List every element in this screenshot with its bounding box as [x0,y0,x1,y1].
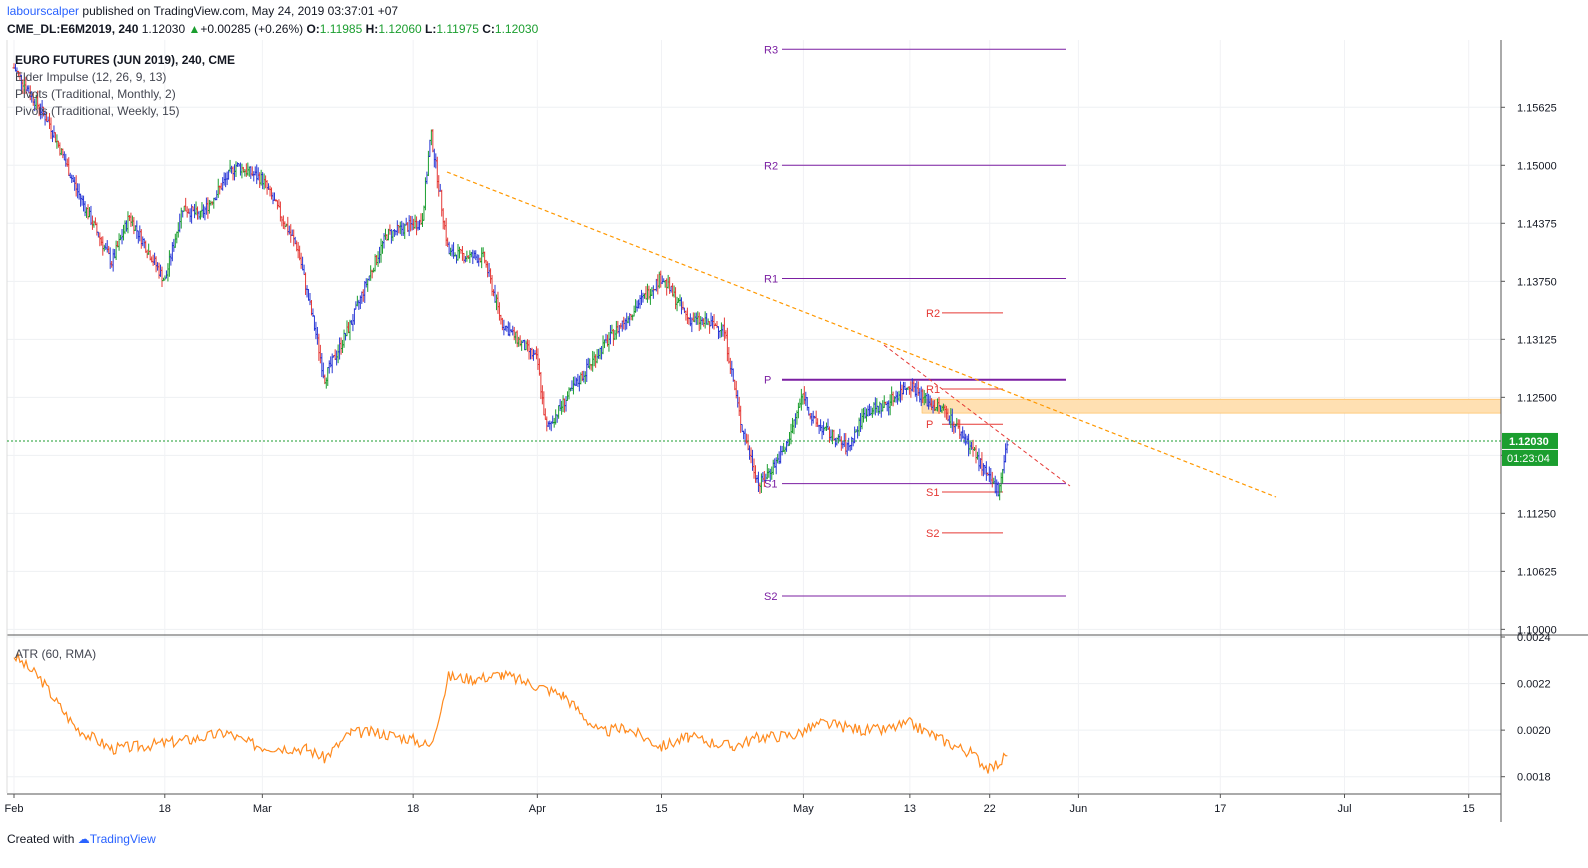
x-tick-label: 17 [1214,803,1226,815]
atr-y-tick-label: 0.0020 [1517,725,1551,737]
quote-line: CME_DL:E6M2019, 240 1.12030 ▲+0.00285 (+… [7,22,538,36]
created-with-text: Created with [7,832,75,846]
last-price-box [1502,432,1558,449]
legend-elder-impulse[interactable]: Elder Impulse (12, 26, 9, 13) [15,70,167,84]
monthly-pivot-label-s1: S1 [764,479,777,491]
y-tick-label: 1.10625 [1517,566,1557,578]
tradingview-logo-icon: ☁ [77,832,90,846]
y-tick-label: 1.12500 [1517,392,1557,404]
high-label: H: [365,22,379,36]
x-tick-label: Feb [5,803,24,815]
footer: Created with ☁TradingView [7,832,156,846]
atr-line [13,651,1008,774]
x-tick-label: Apr [529,803,546,815]
x-tick-label: 18 [407,803,419,815]
last-price: 1.12030 [141,22,186,36]
last-price-text: 1.12030 [1509,436,1549,448]
trendlines [446,171,1277,498]
open-label: O: [306,22,320,36]
low-label: L: [425,22,437,36]
countdown-box [1502,449,1558,466]
red-trendline [883,344,1071,487]
x-tick-label: 18 [159,803,171,815]
x-tick-label: 15 [1463,803,1475,815]
published-text: published on TradingView.com, May 24, 20… [82,4,399,18]
x-tick-label: Mar [253,803,272,815]
resistance-zone [921,398,1502,414]
monthly-pivot-label-r2: R2 [764,160,778,172]
y-tick-label: 1.10000 [1517,624,1557,636]
change-value: +0.00285 (+0.26%) [200,22,304,36]
x-tick-label: 22 [984,803,996,815]
weekly-pivot-label-r1: R1 [926,384,940,396]
y-tick-label: 1.13750 [1517,276,1557,288]
change-up-icon: ▲ [188,22,201,36]
legend-pivots-monthly[interactable]: Pivots (Traditional, Monthly, 2) [15,87,176,101]
chart-grid [7,40,1501,793]
x-tick-label: 13 [904,803,916,815]
countdown-text: 01:23:04 [1507,453,1550,465]
monthly-pivot-label-p: P [764,375,771,387]
high-value: 1.12060 [378,22,422,36]
legend-symbol[interactable]: EURO FUTURES (JUN 2019), 240, CME [15,53,236,67]
weekly-pivot-label-p: P [926,419,933,431]
tradingview-link[interactable]: TradingView [89,832,156,846]
monthly-pivot-label-r1: R1 [764,274,778,286]
price-bars [12,63,1009,501]
low-value: 1.11975 [436,22,479,36]
atr-series-line [13,651,1008,774]
x-tick-label: Jul [1337,803,1351,815]
y-tick-label: 1.11250 [1517,508,1556,520]
y-tick-label: 1.13125 [1517,334,1557,346]
x-tick-label: Jun [1070,803,1088,815]
monthly-pivot-label-r3: R3 [764,44,778,56]
resistance-zone-rect [921,398,1502,414]
legend-atr[interactable]: ATR (60, RMA) [15,647,97,661]
x-tick-label: May [793,803,814,815]
weekly-pivot-label-s1: S1 [926,487,939,499]
chart-axes: 1.100001.106251.112501.118751.125001.131… [5,40,1588,822]
monthly-pivot-label-s2: S2 [764,591,777,603]
weekly-pivot-label-r2: R2 [926,308,940,320]
orange-trendline [446,171,1277,498]
weekly-pivot-label-s2: S2 [926,528,939,540]
x-tick-label: 15 [655,803,667,815]
atr-y-tick-label: 0.0022 [1517,679,1551,691]
atr-y-tick-label: 0.0024 [1517,632,1551,644]
atr-y-tick-label: 0.0018 [1517,772,1551,784]
legend-pivots-weekly[interactable]: Pivots (Traditional, Weekly, 15) [15,104,180,118]
y-tick-label: 1.15625 [1517,102,1557,114]
close-label: C: [482,22,495,36]
pivot-lines: R3 R2 R1 P S1 S2 R2 R1 P S1 S2 [764,44,1066,603]
y-tick-label: 1.15000 [1517,160,1557,172]
y-tick-label: 1.14375 [1517,218,1557,230]
close-value: 1.12030 [494,22,539,36]
open-value: 1.11985 [319,22,363,36]
author-link[interactable]: labourscalper [7,4,80,18]
publish-info: labourscalper published on TradingView.c… [7,4,398,18]
symbol: CME_DL:E6M2019, 240 [7,22,139,36]
